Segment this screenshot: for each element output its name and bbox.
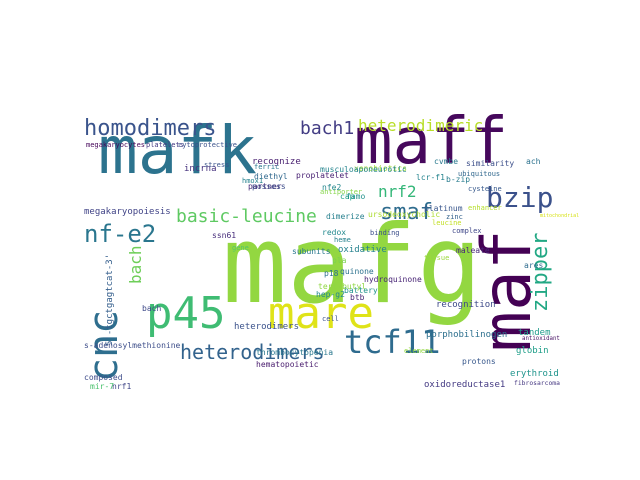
cloud-word: mitochondrial bbox=[540, 213, 580, 219]
cloud-word: mafg bbox=[222, 203, 483, 328]
cloud-word: thrombocytopenia bbox=[256, 348, 334, 357]
cloud-word: hematopoietic bbox=[256, 360, 319, 369]
cloud-word: p18 bbox=[324, 269, 339, 278]
cloud-word: tert-butyl bbox=[318, 282, 367, 291]
cloud-word: megakaryopoiesis bbox=[84, 207, 171, 217]
cloud-word: tandem bbox=[518, 328, 551, 338]
cloud-word: bzip bbox=[486, 181, 554, 214]
cloud-word: ferric bbox=[254, 163, 280, 171]
cloud-word: bach1 bbox=[300, 118, 355, 139]
cloud-word: mir-7 bbox=[90, 382, 115, 391]
cloud-word: lcr-f1 bbox=[416, 173, 445, 182]
cloud-word: maleate bbox=[456, 246, 490, 255]
cloud-word: ubiquitous bbox=[458, 170, 501, 178]
cloud-word: btb bbox=[350, 293, 365, 302]
cloud-word: pla bbox=[332, 256, 347, 265]
cloud-word: binding bbox=[370, 229, 400, 237]
cloud-word: dimerize bbox=[326, 212, 365, 221]
cloud-word: recognize bbox=[252, 157, 301, 167]
cloud-word: homodimers bbox=[84, 116, 217, 141]
cloud-word: leucine bbox=[432, 219, 462, 227]
cloud-word: enhancer bbox=[468, 204, 502, 212]
cloud-word: antioxidant bbox=[522, 336, 560, 342]
cloud-word: zipper bbox=[528, 232, 553, 312]
cloud-word: complex bbox=[452, 227, 482, 235]
cloud-word: stress bbox=[204, 161, 230, 169]
cloud-word: hep-g2 bbox=[316, 290, 345, 299]
cloud-word: 5'-tgctgagtcat-3' bbox=[105, 253, 115, 346]
cloud-word: bach bbox=[142, 304, 162, 313]
cloud-word: battery bbox=[344, 286, 378, 295]
cloud-word: gene bbox=[232, 244, 249, 252]
cloud-word: tcf11 bbox=[344, 323, 441, 361]
cloud-word: incrna bbox=[184, 164, 217, 174]
cloud-word: antiporter bbox=[320, 188, 363, 196]
cloud-word: hydroquinone bbox=[364, 275, 422, 284]
cloud-word: element bbox=[404, 347, 434, 355]
cloud-word: erythroid bbox=[510, 369, 559, 379]
cloud-word: partner bbox=[248, 182, 282, 191]
cloud-word: megakaryocytes bbox=[86, 141, 146, 149]
cloud-word: cytoprotective bbox=[178, 141, 238, 149]
cloud-word: ares bbox=[524, 261, 544, 270]
cloud-word: cvmbe bbox=[434, 157, 459, 166]
cloud-word: hmox1 bbox=[242, 177, 264, 185]
cloud-word: nrf1 bbox=[112, 382, 132, 391]
cloud-word: mare bbox=[268, 288, 374, 339]
cloud-word: nf-e2 bbox=[84, 220, 157, 248]
cloud-word: protons bbox=[462, 357, 496, 366]
cloud-word: platinum bbox=[424, 204, 463, 213]
cloud-word: heme bbox=[334, 236, 351, 244]
cloud-word: xenobiotics bbox=[354, 164, 407, 173]
cloud-word: subunits bbox=[292, 247, 331, 256]
cloud-word: similarity bbox=[466, 159, 515, 168]
cloud-word: p45 bbox=[146, 288, 226, 339]
cloud-word: basic-leucine bbox=[176, 206, 317, 227]
cloud-word: heterodimers bbox=[180, 340, 325, 364]
cloud-word: globin bbox=[516, 346, 549, 356]
cloud-word: cap bbox=[340, 192, 355, 201]
cloud-word: possess bbox=[252, 182, 286, 191]
cloud-word: quinone bbox=[340, 267, 374, 276]
cloud-word: mafk bbox=[98, 112, 257, 189]
cloud-word: cysteine bbox=[468, 185, 502, 193]
cloud-word: ach bbox=[526, 157, 541, 166]
cloud-word: famo bbox=[346, 192, 366, 201]
cloud-word: bach bbox=[126, 245, 145, 284]
cloud-word: oxidative bbox=[338, 245, 387, 255]
cloud-word: recognition bbox=[436, 300, 496, 310]
cloud-word: oxidoreductase1 bbox=[424, 380, 506, 390]
cloud-word: porphobilinogen bbox=[426, 330, 508, 340]
cloud-word: b-zip bbox=[446, 175, 471, 184]
cloud-word: cell bbox=[322, 315, 339, 323]
cloud-word: zinc bbox=[446, 213, 463, 221]
cloud-word: proplatelet bbox=[296, 171, 349, 180]
cloud-word: smaf bbox=[380, 200, 433, 225]
cloud-word: heterodimeric bbox=[358, 116, 484, 135]
cloud-word: redox bbox=[322, 228, 347, 237]
cloud-word: maff bbox=[354, 105, 509, 179]
cloud-word: nfe2 bbox=[322, 183, 342, 192]
cloud-word: musculoaponeurotic bbox=[320, 165, 407, 174]
cloud-word: platelets bbox=[146, 141, 184, 149]
cloud-word: fibrosarcoma bbox=[514, 380, 560, 387]
cloud-word: heterodimers bbox=[234, 322, 300, 332]
cloud-word: ssn61 bbox=[212, 231, 237, 240]
cloud-word: ursodeoxycholic bbox=[368, 210, 441, 219]
cloud-word: nrf2 bbox=[378, 182, 417, 201]
cloud-word: tissue bbox=[424, 254, 450, 262]
cloud-word: composed bbox=[84, 373, 123, 382]
cloud-word: diethyl bbox=[254, 172, 288, 181]
cloud-word: s-adenosylmethionine bbox=[84, 341, 181, 350]
